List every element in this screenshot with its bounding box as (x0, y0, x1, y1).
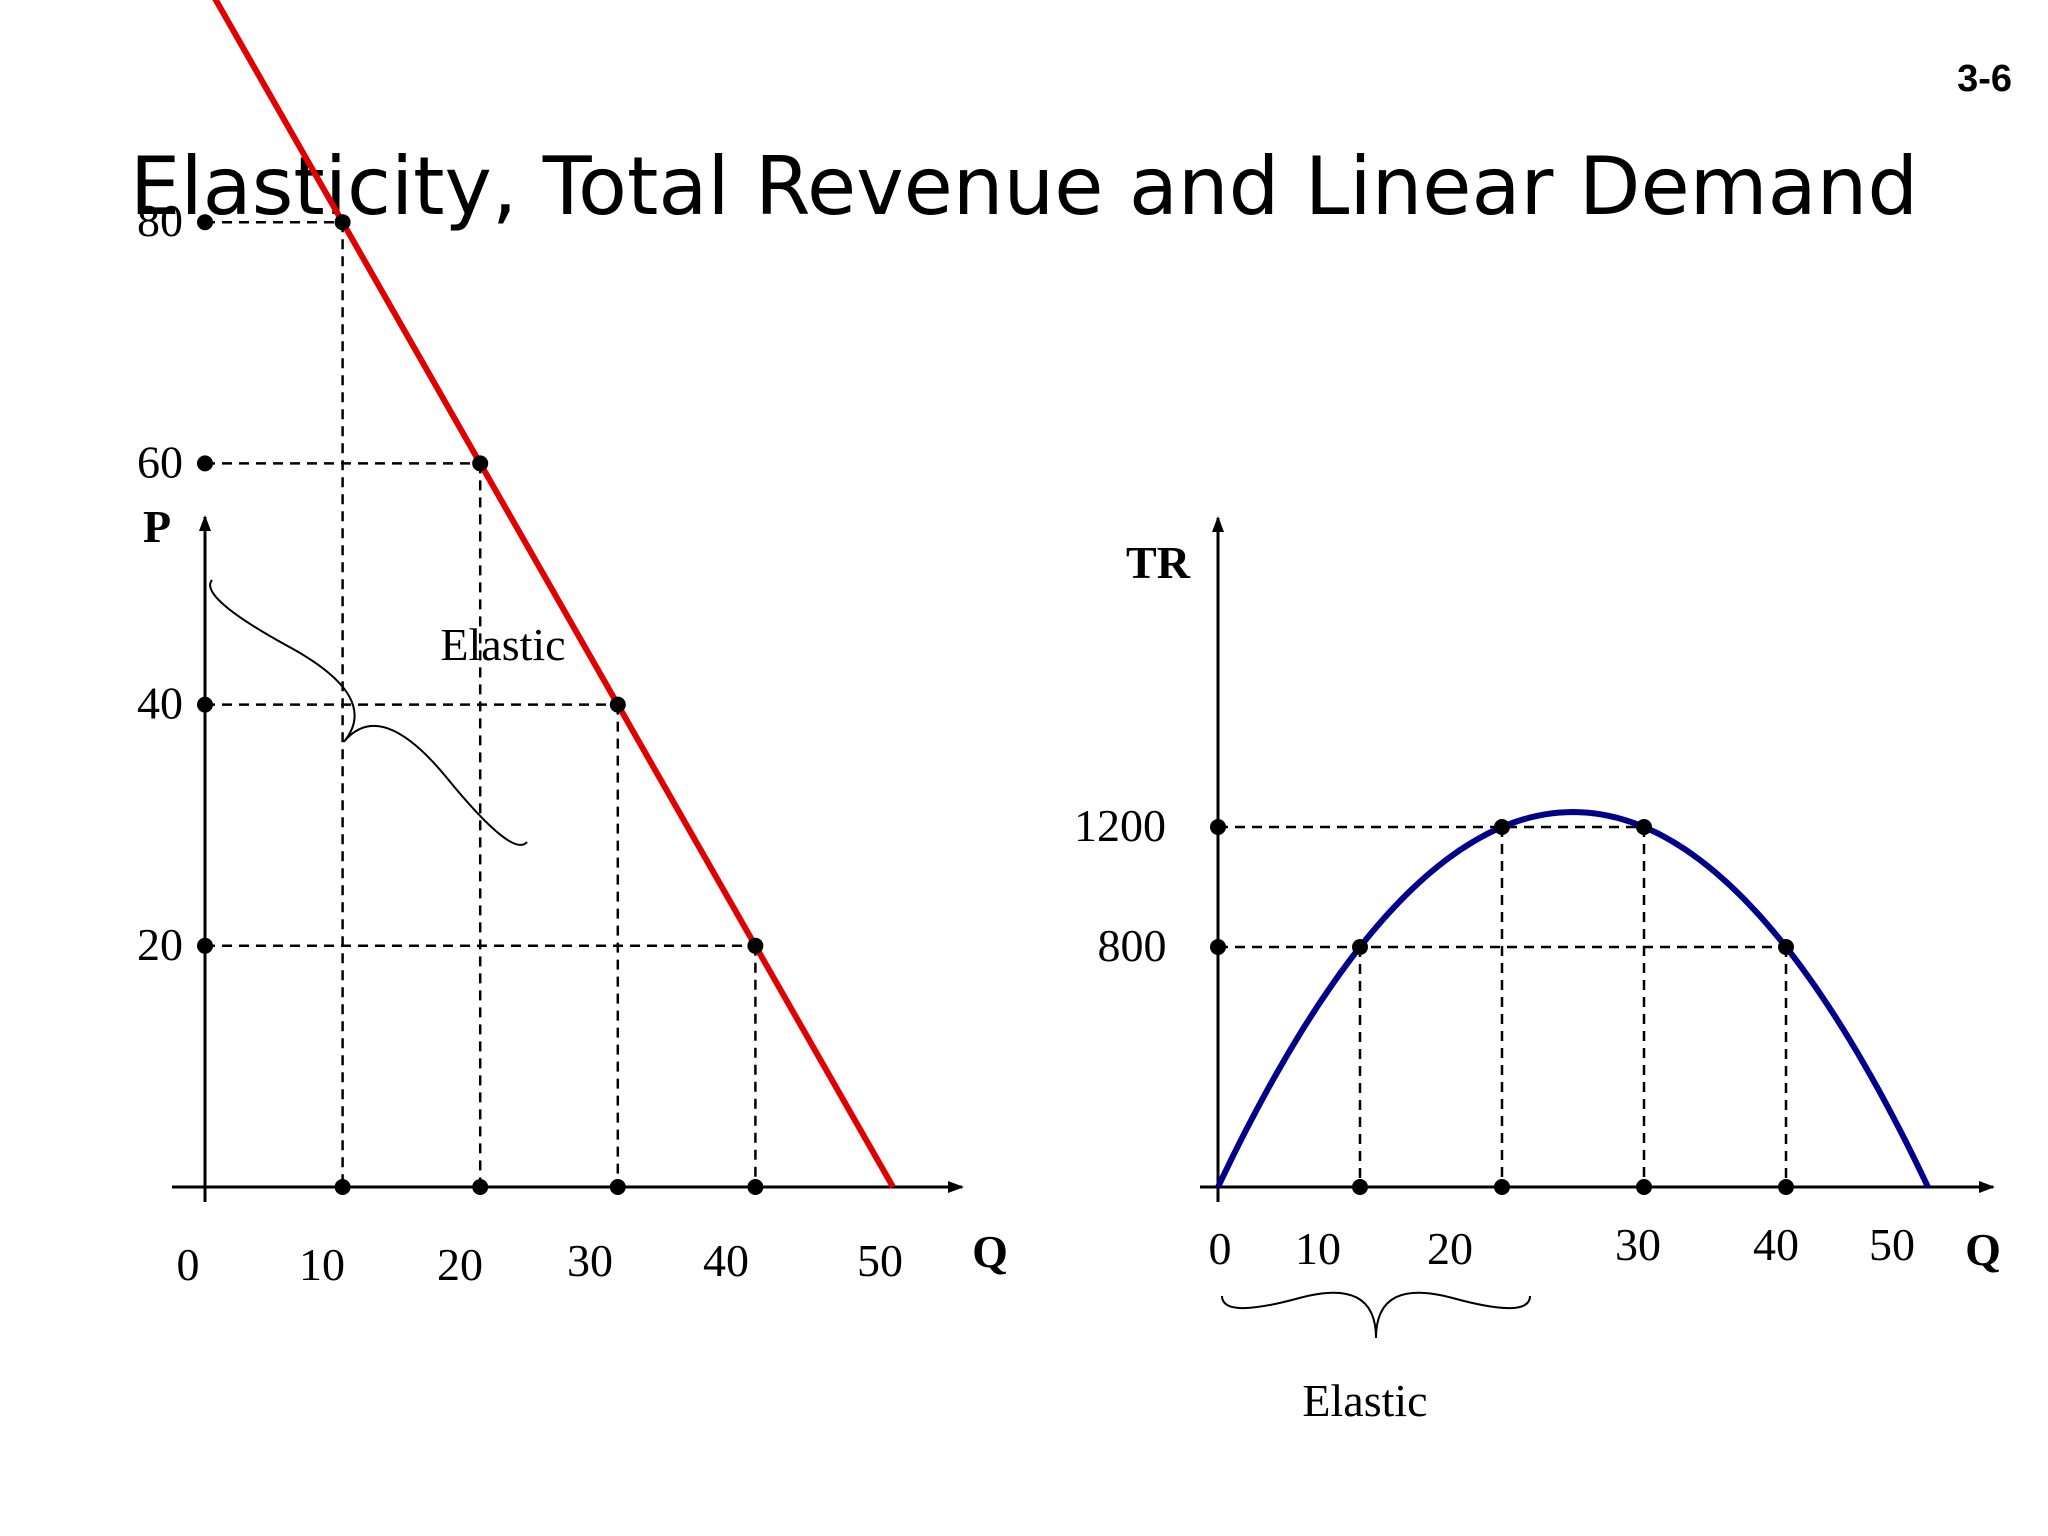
demand-point-2 (609, 696, 626, 713)
y-axis-point-0 (197, 214, 213, 231)
x-axis-point-1 (1494, 1179, 1510, 1195)
x-tick-label: 40 (703, 1235, 749, 1286)
y-axis-label: P (143, 501, 171, 552)
y-axis-point-1 (197, 455, 213, 472)
y-axis-point-3 (197, 937, 213, 954)
y-tick-label: 80 (137, 195, 183, 246)
elastic-brace (1221, 1291, 1531, 1339)
x-tick-label: 40 (1753, 1219, 1799, 1270)
y-axis-point-1200 (1210, 819, 1226, 835)
demand-point-3 (747, 937, 764, 954)
x-axis-point-2 (1636, 1179, 1652, 1195)
demand-point-0 (334, 214, 351, 231)
tr-point-1 (1494, 819, 1510, 835)
x-axis-point-1 (472, 1179, 489, 1195)
x-axis-point-2 (609, 1179, 626, 1195)
slide-number: 3-6 (1957, 58, 2012, 100)
x-tick-label: 0 (1209, 1223, 1232, 1274)
demand-chart: P Q 100 80 60 40 20 0 10 20 30 40 50 Elastic (108, 0, 1008, 1290)
elastic-annotation: Elastic (1302, 1375, 1427, 1426)
tr-curve (1215, 808, 1931, 1189)
x-axis-point-0 (334, 1179, 351, 1195)
tr-point-0 (1352, 939, 1368, 955)
elastic-annotation: Elastic (440, 619, 565, 670)
y-tick-label: 800 (1098, 920, 1167, 971)
x-tick-label: 0 (177, 1239, 200, 1290)
x-tick-label: 50 (1869, 1219, 1915, 1270)
x-tick-label: 20 (1427, 1223, 1473, 1274)
y-tick-label: 60 (137, 436, 183, 487)
y-axis-point-2 (197, 696, 213, 713)
x-axis-point-0 (1352, 1179, 1368, 1195)
y-tick-label: 20 (137, 919, 183, 970)
x-tick-label: 30 (567, 1235, 613, 1286)
x-axis-point-3 (1778, 1179, 1794, 1195)
demand-point-1 (472, 455, 489, 472)
tr-point-2 (1636, 819, 1652, 835)
y-tick-label: 40 (137, 678, 183, 729)
x-tick-label: 20 (437, 1239, 483, 1290)
x-tick-label: 50 (857, 1235, 903, 1286)
total-revenue-chart: TR Q 1200 800 0 10 20 30 40 50 Elastic (1074, 516, 2001, 1426)
y-axis-point-800 (1210, 939, 1226, 955)
tr-point-3 (1778, 939, 1794, 955)
y-axis-label: TR (1126, 537, 1191, 588)
demand-line (212, 0, 896, 1189)
x-tick-label: 30 (1615, 1219, 1661, 1270)
x-axis-label: Q (1965, 1224, 2001, 1275)
elastic-brace (209, 579, 528, 846)
x-axis-label: Q (972, 1226, 1008, 1277)
x-tick-label: 10 (299, 1239, 345, 1290)
slide-title: Elasticity, Total Revenue and Linear Dem… (129, 140, 1919, 233)
y-tick-label: 100 (108, 0, 177, 5)
x-tick-label: 10 (1295, 1223, 1341, 1274)
y-tick-label: 1200 (1074, 800, 1166, 851)
x-axis-point-3 (747, 1179, 764, 1195)
